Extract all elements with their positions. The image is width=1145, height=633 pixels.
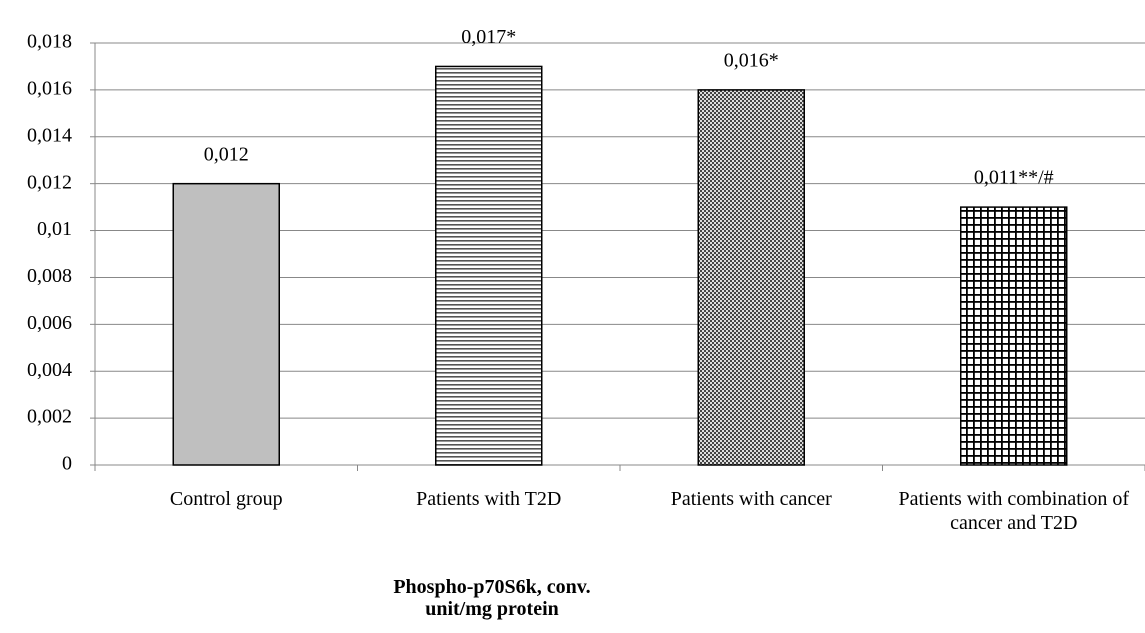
bar bbox=[697, 89, 805, 466]
x-axis-title: Phospho-p70S6k, conv. unit/mg protein bbox=[393, 576, 591, 620]
y-tick-label: 0,018 bbox=[27, 31, 72, 53]
x-tick-label: Patients with combination of cancer and … bbox=[898, 488, 1130, 534]
y-tick-label: 0,006 bbox=[27, 312, 72, 334]
value-label: 0,012 bbox=[204, 143, 249, 165]
y-tick-label: 0,01 bbox=[37, 218, 72, 240]
x-tick-label: Patients with T2D bbox=[416, 488, 562, 510]
bar bbox=[172, 182, 280, 466]
value-label: 0,017* bbox=[461, 26, 516, 48]
y-tick-label: 0 bbox=[62, 453, 72, 475]
y-tick-label: 0,014 bbox=[27, 124, 72, 146]
y-tick-label: 0,002 bbox=[27, 406, 72, 428]
y-tick-label: 0,008 bbox=[27, 265, 72, 287]
bar bbox=[960, 206, 1068, 466]
y-tick-label: 0,012 bbox=[27, 171, 72, 193]
x-tick-label: Patients with cancer bbox=[670, 488, 832, 510]
value-label: 0,016* bbox=[724, 49, 779, 71]
value-label: 0,011**/# bbox=[974, 167, 1054, 189]
y-tick-label: 0,016 bbox=[27, 77, 72, 99]
bar bbox=[435, 65, 543, 466]
x-tick-label: Control group bbox=[169, 488, 283, 510]
y-tick-label: 0,004 bbox=[27, 359, 72, 381]
